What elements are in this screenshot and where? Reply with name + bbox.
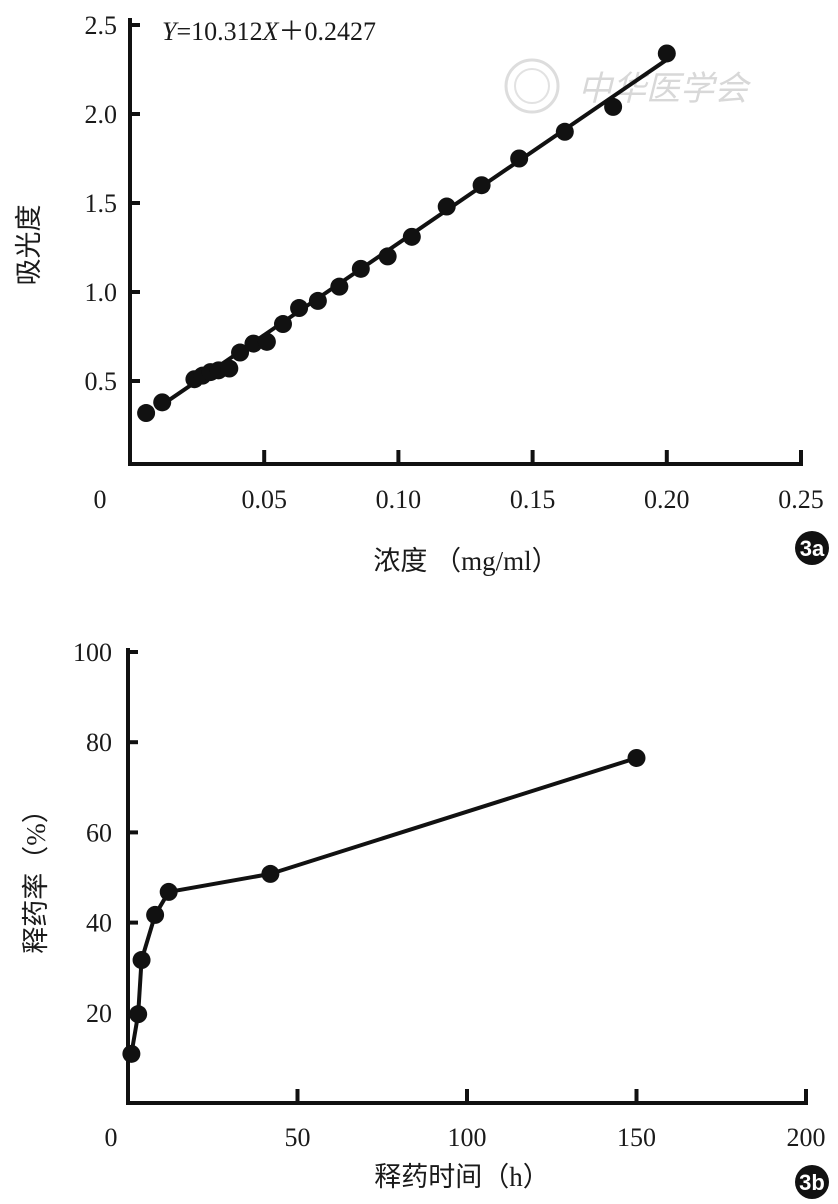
data-point	[122, 1044, 141, 1063]
data-point	[257, 332, 276, 351]
y-tick-label: 60	[86, 818, 112, 847]
data-point	[437, 197, 456, 216]
y-tick-label: 20	[86, 999, 112, 1028]
data-point	[261, 864, 280, 883]
data-point	[231, 343, 250, 362]
x-tick-label: 50	[285, 1123, 311, 1152]
x-tick-label: 0.05	[241, 485, 287, 514]
data-point	[402, 227, 421, 246]
data-point	[627, 748, 646, 767]
data-point	[153, 393, 172, 412]
chart-3b: 释药时间（h） 释药率（%） 3b 0 50 100 150 200 20 40 60 80 10…	[21, 638, 829, 1199]
data-point	[308, 291, 327, 310]
x-tick-label: 0	[94, 485, 107, 514]
x-tick-label: 0.20	[644, 485, 690, 514]
y-tick-label: 2.5	[85, 11, 118, 40]
data-point	[129, 1005, 148, 1024]
x-tick-label: 100	[448, 1123, 487, 1152]
data-point	[137, 404, 156, 423]
eq-intercept: ＋0.2427	[279, 17, 377, 46]
y-tick-label: 1.5	[85, 189, 118, 218]
series-line	[129, 756, 638, 1055]
panel-badge-3b	[795, 1165, 829, 1199]
data-point	[273, 315, 292, 334]
panel-badge-3a	[795, 531, 829, 565]
chart-3a: Y=10.312X＋0.2427 浓度 （mg/ml） 吸光度 3a 0 0.05…	[14, 11, 829, 576]
watermark-seal-inner-icon	[514, 68, 550, 104]
x-tick-label: 0.15	[510, 485, 556, 514]
x-axis-label: 释药时间（h）	[374, 1162, 550, 1192]
x-tick-label: 150	[617, 1123, 656, 1152]
y-tick-label: 0.5	[85, 367, 118, 396]
watermark-seal-icon	[504, 58, 560, 114]
y-axis-label: 吸光度	[14, 205, 44, 286]
x-axis-label: 浓度 （mg/ml）	[373, 546, 558, 576]
regression-equation: Y=10.312X＋0.2427	[162, 17, 376, 46]
y-axis-label: 释药率（%）	[21, 796, 51, 954]
y-tick-label: 2.0	[85, 100, 118, 129]
data-point	[472, 176, 491, 195]
panel-badge-label: 3a	[800, 536, 825, 561]
y-tick-label: 40	[86, 909, 112, 938]
data-point	[132, 951, 151, 970]
data-point	[159, 882, 178, 901]
data-point	[244, 334, 263, 353]
x-tick-label: 200	[787, 1123, 826, 1152]
eq-x-var: X	[262, 17, 280, 46]
data-point	[510, 149, 529, 168]
y-tick-label: 1.0	[85, 278, 118, 307]
x-tick-label: 0.10	[376, 485, 422, 514]
data-point	[220, 359, 239, 378]
eq-y-var: Y	[162, 17, 179, 46]
data-point	[604, 97, 623, 116]
panel-badge-label: 3b	[799, 1170, 825, 1195]
data-point	[351, 259, 370, 278]
eq-slope: =10.312	[176, 17, 262, 46]
x-tick-label: 0	[105, 1123, 118, 1152]
x-tick-label: 0.25	[778, 485, 824, 514]
y-tick-label: 100	[73, 638, 112, 667]
data-point	[555, 122, 574, 141]
data-point	[378, 247, 397, 266]
data-point	[290, 299, 309, 318]
data-point	[146, 905, 165, 924]
data-point	[657, 44, 676, 63]
y-tick-label: 80	[86, 728, 112, 757]
data-point	[330, 277, 349, 296]
